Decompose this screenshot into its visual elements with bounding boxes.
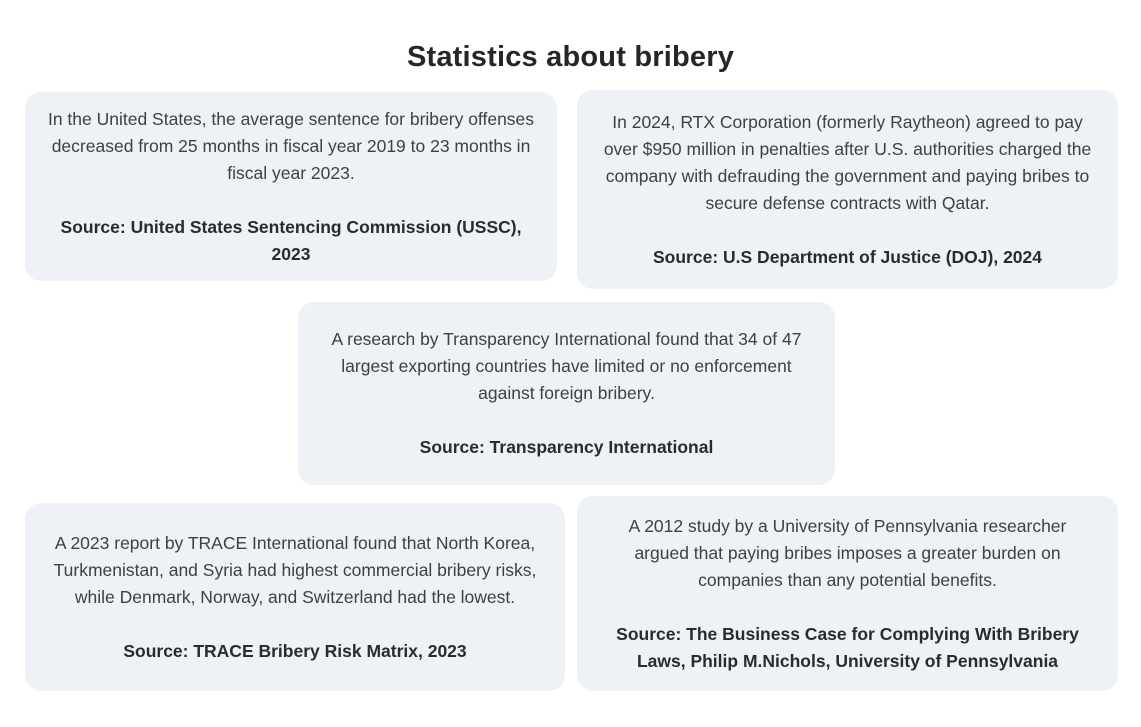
- source-text: Source: United States Sentencing Commiss…: [60, 216, 522, 264]
- source-text: Source: U.S Department of Justice (DOJ),…: [653, 246, 1042, 267]
- stat-card-trace: A 2023 report by TRACE International fou…: [25, 503, 565, 691]
- source-text: Source: The Business Case for Complying …: [616, 623, 1079, 671]
- stat-text: In the United States, the average senten…: [47, 108, 535, 183]
- stat-card-doj: In 2024, RTX Corporation (formerly Rayth…: [577, 90, 1118, 289]
- stat-card-upenn: A 2012 study by a University of Pennsylv…: [577, 496, 1118, 691]
- stat-text: A 2023 report by TRACE International fou…: [53, 532, 537, 607]
- stat-card-transparency-international: A research by Transparency International…: [298, 302, 835, 485]
- stat-text: A research by Transparency International…: [331, 329, 802, 403]
- page-title: Statistics about bribery: [406, 41, 735, 74]
- stat-text: In 2024, RTX Corporation (formerly Rayth…: [603, 111, 1092, 213]
- stat-text: A 2012 study by a University of Pennsylv…: [628, 515, 1067, 590]
- stat-card-ussc: In the United States, the average senten…: [25, 92, 557, 281]
- source-text: Source: TRACE Bribery Risk Matrix, 2023: [123, 640, 467, 661]
- source-text: Source: Transparency International: [419, 437, 714, 457]
